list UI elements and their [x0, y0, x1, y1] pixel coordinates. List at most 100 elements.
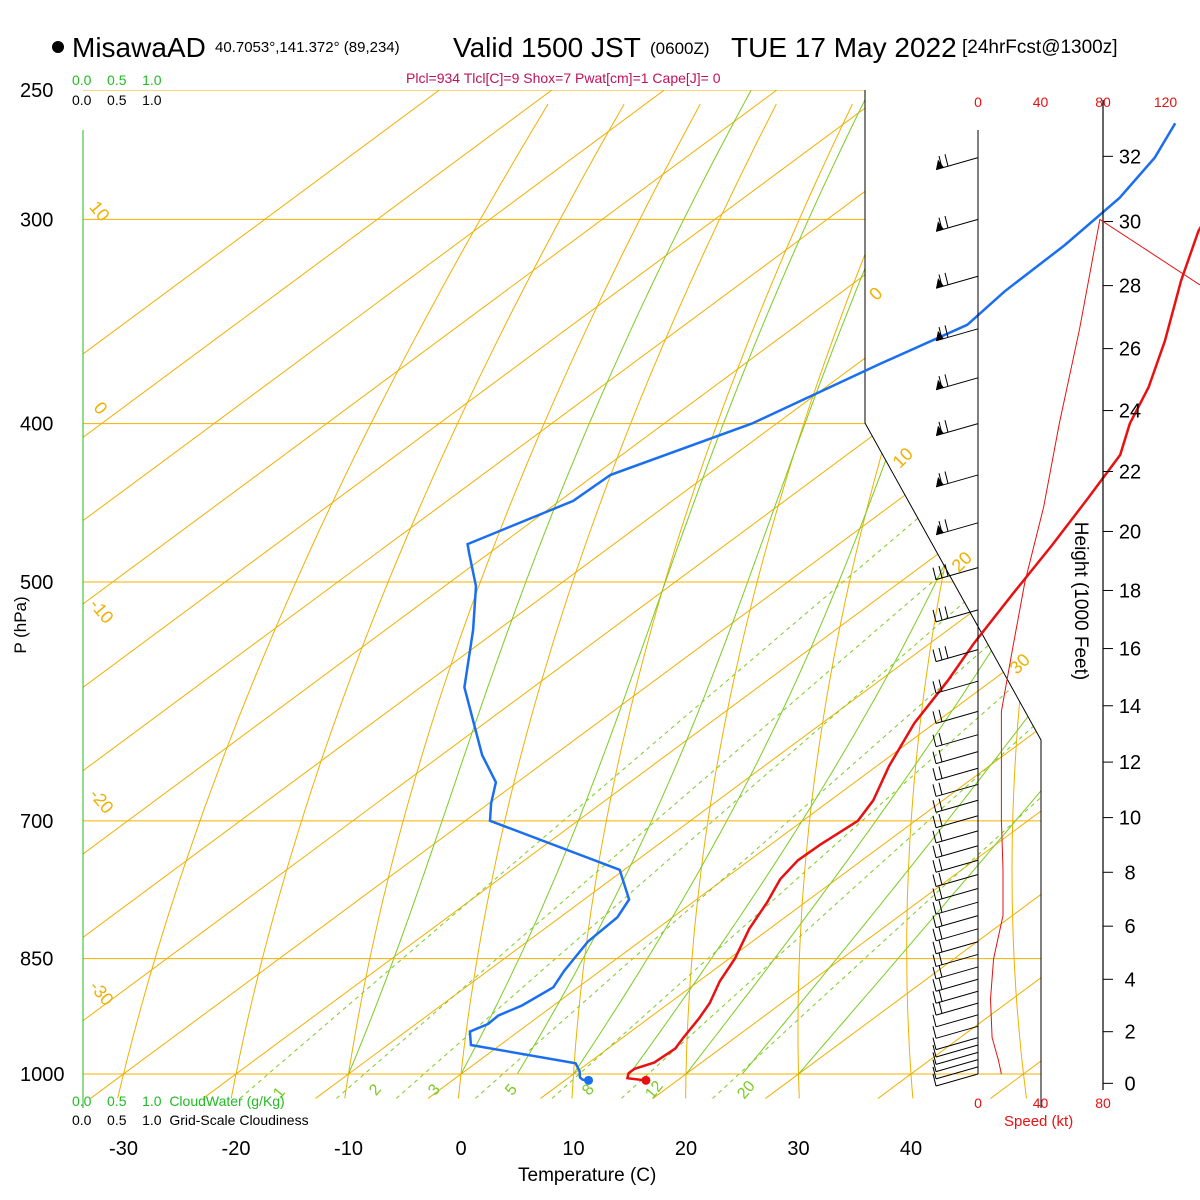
- cw-05: 0.5: [107, 1093, 127, 1109]
- wind-barb-flag: [938, 375, 943, 389]
- isotherm-label: 20: [948, 548, 976, 576]
- height-tick-label: 4: [1124, 969, 1135, 991]
- cloudiness-label: Grid-Scale Cloudiness: [169, 1112, 309, 1128]
- wind-barb-flag: [938, 679, 943, 692]
- pressure-tick-label: 850: [20, 949, 53, 971]
- wind-barb: [935, 799, 979, 813]
- wind-barb: [935, 845, 979, 859]
- wind-barb: [935, 680, 979, 694]
- wind-barb-flag: [944, 471, 949, 484]
- wind-barb: [935, 567, 979, 581]
- dry-adiabat: [685, 103, 930, 1099]
- moist-adiabat: [348, 90, 752, 1075]
- dewpoint-line-surface-dot: [584, 1075, 594, 1085]
- wind-barb: [935, 1014, 979, 1028]
- isotherm-line: [765, 90, 1041, 1099]
- wind-barb-flag: [938, 913, 943, 927]
- mixing-ratio-line: [551, 449, 1041, 1099]
- wind-barb-flag: [938, 939, 943, 953]
- temperature-tick-label: -10: [334, 1138, 363, 1160]
- temperature-tick-label: 40: [900, 1138, 922, 1160]
- wind-barb-flag: [932, 711, 937, 724]
- speed-tick-bottom: 40: [1033, 1095, 1049, 1111]
- wind-barb: [935, 1073, 979, 1087]
- plot-boundary: [864, 90, 1042, 1108]
- pressure-tick-label: 400: [20, 414, 53, 436]
- wind-barb-flag: [938, 520, 943, 534]
- wind-barb-flag: [932, 1052, 937, 1065]
- wind-barb: [935, 1051, 979, 1065]
- cw-0: 0.0: [72, 1093, 92, 1109]
- wind-barb-flag: [938, 965, 943, 978]
- wind-barb-flag: [938, 421, 943, 435]
- height-tick-label: 30: [1119, 212, 1141, 234]
- wind-barb-flag: [938, 926, 943, 940]
- y-axis-label: P (hPa): [11, 596, 30, 654]
- speed-tick-top: 40: [1033, 94, 1049, 110]
- wind-barb-flag: [938, 608, 943, 621]
- dry-adiabat: [230, 103, 625, 1099]
- moist-adiabat: [741, 90, 1041, 1075]
- wind-barb: [935, 783, 979, 797]
- wind-barb: [935, 815, 979, 829]
- top-green-scale: 0.0 0.5 1.0: [72, 72, 162, 88]
- wind-barb-flag: [938, 843, 943, 857]
- wind-barb: [935, 751, 979, 765]
- wind-barb-flag: [938, 749, 943, 763]
- speed-tick-top: 0: [974, 94, 982, 110]
- x-axis-label: Temperature (C): [518, 1165, 657, 1186]
- wind-barb-flag: [932, 784, 937, 797]
- dry-adiabat: [571, 103, 853, 1099]
- wind-barb-flag: [944, 606, 949, 619]
- wind-barb-flag: [932, 768, 937, 781]
- dry-adiabat: [1011, 103, 1041, 1099]
- wind-barb: [935, 830, 979, 844]
- isotherm-line: [83, 90, 665, 1099]
- tb-05: 0.5: [107, 92, 127, 108]
- station-name: MisawaAD: [72, 32, 206, 63]
- wind-barb-flag: [938, 977, 943, 990]
- height-tick-label: 28: [1119, 276, 1141, 298]
- isotherm-label: 0: [90, 398, 112, 419]
- isotherm-line: [652, 90, 1041, 1099]
- moist-adiabat: [460, 90, 871, 1075]
- isotherm-label: 10: [889, 444, 917, 472]
- wind-barb-flag: [932, 1059, 937, 1072]
- cloudwater-legend: 0.0 0.5 1.0 CloudWater (g/Kg): [72, 1093, 285, 1109]
- mixing-ratio-label: 2: [366, 1081, 385, 1099]
- wind-barb-flag: [932, 941, 937, 954]
- isotherm-label: 10: [85, 197, 113, 225]
- tg-1: 1.0: [142, 72, 162, 88]
- moist-adiabat: [516, 90, 944, 1075]
- height-tick-label: 18: [1119, 580, 1141, 602]
- wind-barb-flag: [932, 830, 937, 844]
- wind-barb: [935, 915, 979, 929]
- valid-date: TUE 17 May 2022: [731, 32, 957, 63]
- tg-05: 0.5: [107, 72, 127, 88]
- wind-barb: [935, 649, 979, 663]
- isotherm-line: [83, 90, 1041, 1099]
- height-tick-label: 6: [1124, 916, 1135, 938]
- temperature-tick-label: 10: [562, 1138, 584, 1160]
- wind-barb-flag: [932, 815, 937, 828]
- wind-barb-flag: [932, 609, 937, 622]
- mixing-ratio-line: [475, 449, 1041, 1099]
- wind-barb: [935, 888, 979, 901]
- isotherm-line: [1103, 90, 1200, 1098]
- wind-barb-flag: [932, 902, 937, 915]
- wind-barb-flag: [938, 155, 943, 169]
- station-dot: [52, 41, 64, 53]
- dry-adiabat: [344, 103, 701, 1099]
- wind-barb: [935, 1066, 979, 1080]
- wind-barb-flag: [938, 709, 943, 722]
- wind-barb-flag: [944, 519, 949, 532]
- temperature-line: [625, 225, 1200, 1082]
- wind-barb-flag: [932, 649, 937, 662]
- wind-barb-flag: [932, 845, 937, 858]
- wind-barb-flag: [932, 954, 937, 967]
- wind-barb-flag: [932, 979, 937, 992]
- wind-barb-flag: [938, 565, 943, 579]
- cloudiness-legend: 0.0 0.5 1.0 Grid-Scale Cloudiness: [72, 1112, 309, 1128]
- valid-time: Valid 1500 JST: [453, 32, 641, 63]
